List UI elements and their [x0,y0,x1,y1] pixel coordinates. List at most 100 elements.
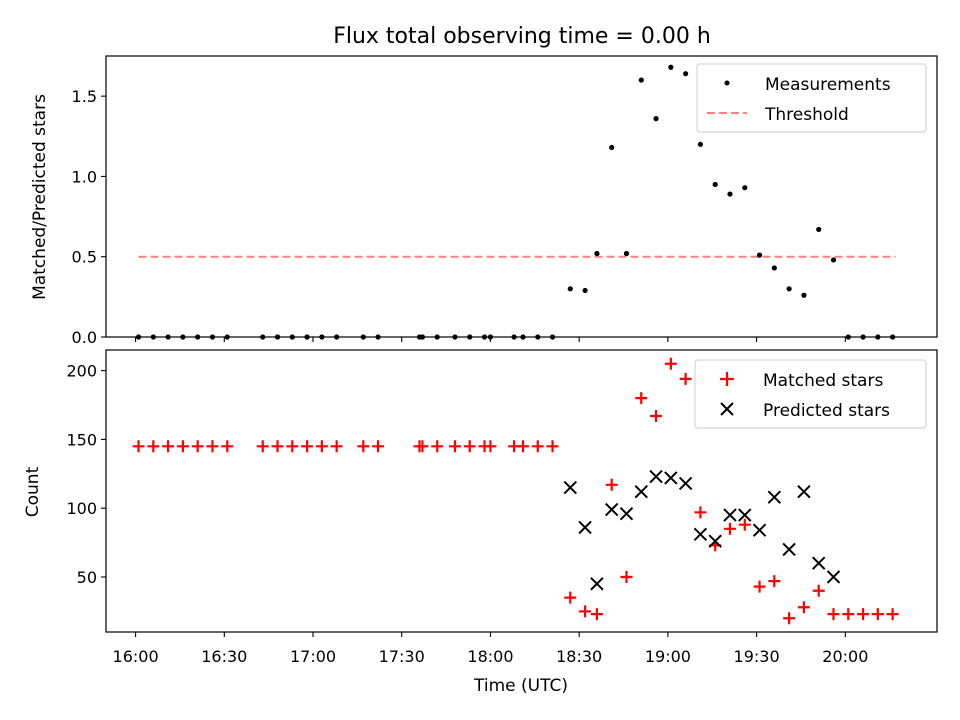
matched-star-point [206,440,219,453]
x-tick-label: 19:30 [734,647,780,666]
matched-star-point [827,608,840,621]
legend-predicted-marker [720,402,734,416]
bottom-panel: 50 100 150 200 16:00 16:30 17:00 17:30 18:00 18:… [23,349,938,696]
matched-star-point [605,478,618,491]
measurement-point [582,287,588,294]
measurement-point [274,334,281,340]
predicted-star-point [563,480,578,495]
measurement-point [135,334,142,340]
matched-star-point [132,440,145,453]
bottom-y-axis-label: Count [23,466,43,517]
measurement-point [487,334,494,340]
bottom-y-ticks: 50 100 150 200 [66,362,106,587]
measurement-point [304,334,310,340]
matched-star-point [650,410,663,423]
matched-star-point [463,440,476,453]
x-tick-label: 19:00 [645,647,691,666]
matched-star-point [176,440,189,453]
matched-star-point [694,506,707,519]
legend-predicted-label: Predicted stars [763,401,890,421]
matched-star-point [484,440,497,453]
measurement-point [697,141,704,147]
matched-star-point [871,608,884,621]
matched-star-point [723,522,736,535]
matched-star-point [579,605,592,618]
measurement-point [452,334,458,340]
predicted-star-point [678,476,693,491]
measurement-point [375,334,381,340]
measurement-point [434,334,440,340]
predicted-star-point [812,556,826,570]
bottom-y-tick-label: 200 [66,362,97,381]
matched-star-point [753,580,766,593]
top-y-tick-label: 0.5 [72,248,97,267]
measurement-point [801,292,807,298]
predicted-star-point [693,527,708,542]
matched-star-point [516,440,529,453]
x-tick-label: 17:30 [379,647,425,666]
measurement-point [771,265,777,271]
measurement-point [609,144,615,151]
matched-star-point [679,372,692,385]
bottom-y-tick-label: 100 [66,499,97,518]
measurement-point [319,334,325,340]
matched-star-point [620,570,633,583]
matched-star-point [256,440,269,453]
measurement-point [224,334,230,340]
matched-star-point [664,357,677,370]
matched-star-point [738,518,751,531]
matched-star-point [564,591,577,604]
measurement-point [467,334,473,340]
predicted-star-point [664,471,678,485]
measurement-point [653,116,659,122]
top-y-axis-label: Matched/Predicted stars [30,94,50,300]
matched-star-point [301,440,314,453]
top-y-tick-label: 1.5 [72,87,97,106]
legend-matched-label: Matched stars [763,371,883,391]
x-tick-label: 20:00 [822,647,868,666]
matched-star-point [315,440,328,453]
predicted-stars-points [563,469,841,591]
matched-star-point [886,608,899,621]
matched-star-point [330,440,343,453]
measurement-point [260,334,266,340]
bottom-x-ticks: 16:00 16:30 17:00 17:30 18:00 18:30 19:00 19:30… [113,632,868,666]
x-tick-label: 17:00 [290,647,336,666]
x-axis-label: Time (UTC) [473,676,568,696]
x-tick-label: 18:00 [467,647,513,666]
top-y-tick-label: 0.0 [72,328,97,347]
matched-star-point [221,440,234,453]
x-tick-label: 18:30 [556,647,602,666]
matched-star-point [546,440,559,453]
measurement-point [511,334,517,340]
predicted-star-point [619,506,634,521]
matched-star-point [286,440,299,453]
measurement-point [830,257,837,263]
bottom-plot-frame [105,349,938,633]
measurement-point [594,250,600,257]
matched-star-point [857,608,870,621]
predicted-star-point [826,570,841,584]
matched-star-point [162,440,175,453]
measurement-point [360,334,366,340]
measurements-points [135,64,896,340]
measurement-point [712,181,718,188]
measurement-point [419,334,426,340]
measurement-point [890,334,896,340]
measurement-point [481,334,488,340]
measurement-point [520,334,526,340]
matched-star-point [271,440,284,453]
measurement-point [535,334,541,340]
predicted-star-point [752,523,767,537]
top-legend: Measurements Threshold [696,63,927,133]
x-tick-label: 16:00 [113,647,159,666]
measurement-point [756,252,763,258]
measurement-point [289,334,295,340]
legend-measurements-marker [724,80,730,86]
matched-star-point [797,601,810,614]
bottom-y-tick-label: 50 [77,568,97,587]
matched-star-point [783,612,796,625]
matched-star-point [842,608,855,621]
measurement-point [860,334,866,340]
